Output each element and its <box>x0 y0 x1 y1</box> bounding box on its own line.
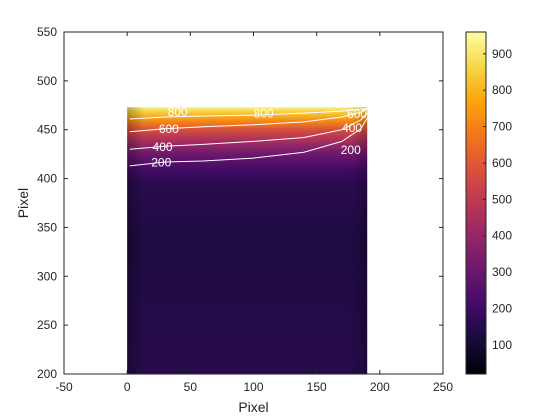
contour-lines <box>129 107 368 167</box>
colorbar-tick-label: 900 <box>492 47 512 61</box>
colorbar-tick-label: 400 <box>492 229 512 243</box>
y-axis: 200 250 300 350 400 450 500 550 <box>37 25 443 381</box>
contour-line-800 <box>129 107 368 120</box>
y-tick-label: 450 <box>37 123 57 137</box>
contour-line-400 <box>129 112 368 150</box>
colorbar-tick-label: 800 <box>492 83 512 97</box>
contour-label: 200 <box>341 143 361 157</box>
contour-label: 600 <box>347 107 367 121</box>
contour-line-200 <box>129 117 368 167</box>
x-tick-label: 50 <box>184 380 198 394</box>
colorbar-tick-label: 700 <box>492 120 512 134</box>
colorbar-tick-label: 100 <box>492 338 512 352</box>
contour-line-600 <box>129 108 368 133</box>
y-tick-label: 250 <box>37 318 57 332</box>
x-tick-label: 0 <box>124 380 131 394</box>
colorbar-gradient-bar <box>466 32 486 374</box>
x-tick-label: 200 <box>370 380 390 394</box>
y-tick-label: 550 <box>37 25 57 39</box>
colorbar-frame <box>465 31 487 375</box>
y-tick-label: 300 <box>37 269 57 283</box>
y-axis-title: Pixel <box>15 188 31 218</box>
contour-label: 200 <box>151 155 171 169</box>
x-tick-label: 250 <box>433 380 453 394</box>
colorbar-tick-label: 600 <box>492 156 512 170</box>
colorbar-tick-label: 300 <box>492 265 512 279</box>
heatmap-image <box>127 107 368 374</box>
heatmap-edge-shade <box>127 107 368 374</box>
x-tick-label: -50 <box>55 380 73 394</box>
contour-label: 400 <box>342 121 362 135</box>
x-axis: -50 0 50 100 150 200 250 <box>55 32 453 394</box>
y-tick-label: 200 <box>37 367 57 381</box>
colorbar-tick-label: 500 <box>492 192 512 206</box>
y-tick-label: 400 <box>37 172 57 186</box>
colorbar-tick-label: 200 <box>492 302 512 316</box>
x-axis-title: Pixel <box>238 399 268 415</box>
y-tick-label: 500 <box>37 74 57 88</box>
contour-label: 400 <box>153 140 173 154</box>
x-tick-label: 100 <box>243 380 263 394</box>
x-tick-label: 150 <box>307 380 327 394</box>
contour-label: 800 <box>254 107 274 121</box>
colorbar: 100 200 300 400 500 600 700 800 900 <box>465 31 512 375</box>
y-tick-label: 350 <box>37 220 57 234</box>
contour-label: 800 <box>168 105 188 119</box>
contour-label: 600 <box>159 122 179 136</box>
